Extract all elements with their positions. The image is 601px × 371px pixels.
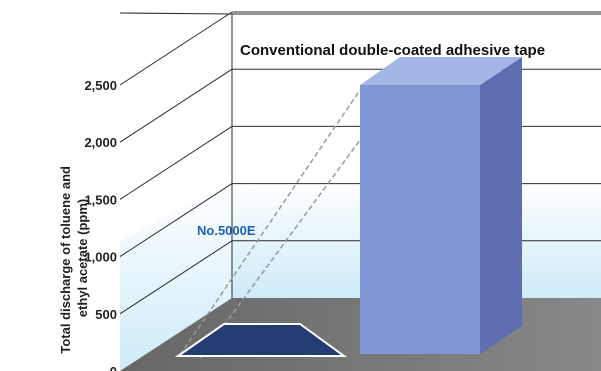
leader-line-2	[199, 139, 361, 359]
y-tick-label-1000: 1,000	[84, 250, 117, 265]
bar-conventional-front	[360, 85, 480, 354]
y-axis-title: Total discharge of toluene and ethyl ace…	[58, 162, 90, 353]
top-side-line	[119, 12, 233, 15]
y-tick-label-0: 0	[110, 364, 117, 371]
y-tick-label-1500: 1,500	[84, 192, 117, 207]
y-tick-label-2500: 2,500	[84, 78, 117, 93]
side-wall-band	[120, 180, 232, 371]
bar-conventional-side	[480, 57, 522, 354]
y-axis-title-line-1: Total discharge of toluene and	[58, 166, 73, 354]
grid-side-tick-1000	[119, 183, 233, 258]
grid-side-tick-2000	[119, 68, 233, 143]
category-label-conventional: Conventional double-coated adhesive tape	[240, 42, 545, 59]
category-label-no5000e: No.5000E	[197, 223, 256, 238]
grid-side-tick-2500	[119, 11, 233, 86]
bars	[174, 57, 522, 357]
grid-side-tick-500	[119, 240, 233, 315]
bar-no5000e	[174, 323, 348, 357]
grid-side-tick-1500	[119, 125, 233, 200]
y-tick-label-500: 500	[95, 307, 117, 322]
y-tick-label-2000: 2,000	[84, 135, 117, 150]
y-axis-ticks: 0 500 1,000 1,500 2,000 2,500	[84, 78, 117, 371]
y-axis-title-line-2: ethyl acetate (ppm)	[75, 199, 90, 317]
bar-conventional-top	[360, 57, 522, 85]
leader-line-1	[179, 89, 361, 356]
